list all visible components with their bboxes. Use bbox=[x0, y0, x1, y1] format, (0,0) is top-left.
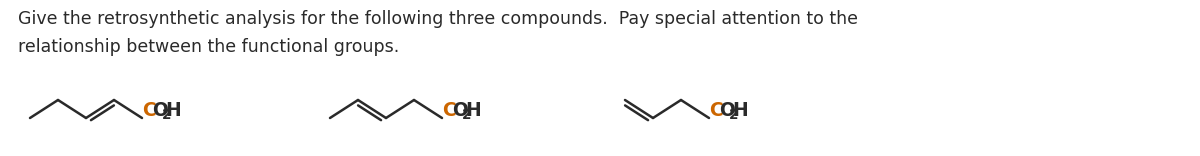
Text: 2: 2 bbox=[462, 108, 470, 122]
Text: C: C bbox=[142, 100, 156, 119]
Text: O: O bbox=[151, 100, 168, 119]
Text: H: H bbox=[166, 100, 181, 119]
Text: 2: 2 bbox=[728, 108, 738, 122]
Text: relationship between the functional groups.: relationship between the functional grou… bbox=[18, 38, 400, 56]
Text: H: H bbox=[733, 100, 749, 119]
Text: H: H bbox=[466, 100, 481, 119]
Text: 2: 2 bbox=[162, 108, 170, 122]
Text: C: C bbox=[709, 100, 722, 119]
Text: O: O bbox=[719, 100, 734, 119]
Text: Give the retrosynthetic analysis for the following three compounds.  Pay special: Give the retrosynthetic analysis for the… bbox=[18, 10, 858, 28]
Text: C: C bbox=[442, 100, 456, 119]
Text: O: O bbox=[451, 100, 468, 119]
